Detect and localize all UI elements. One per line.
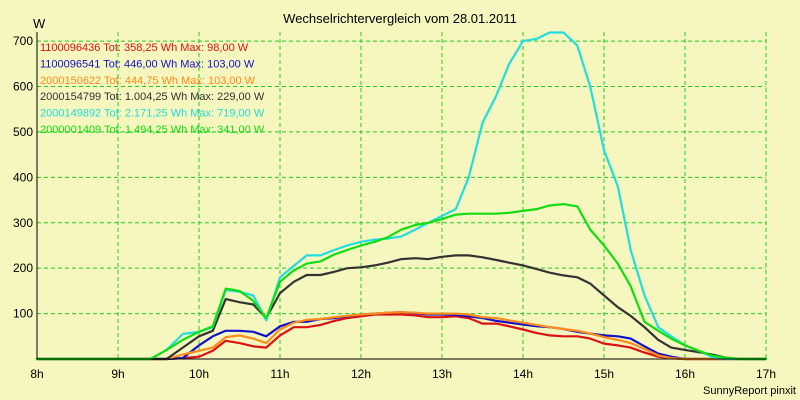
x-tick-label-16h: 16h	[675, 367, 695, 381]
y-tick-labels: 100 200 300 400 500 600 700	[13, 34, 33, 321]
y-tick-label-600: 600	[13, 80, 33, 94]
y-tick-label-500: 500	[13, 125, 33, 139]
y-tick-label-400: 400	[13, 170, 33, 184]
x-tick-labels: 8h 9h 10h 11h 12h 13h 14h 15h 16h 17h	[30, 367, 776, 381]
legend-entry-2000150622: 2000150622 Tot: 444,75 Wh Max: 103,00 W	[40, 75, 256, 87]
series-layer	[35, 31, 768, 361]
y-tick-label-300: 300	[13, 216, 33, 230]
x-tick-label-10h: 10h	[189, 367, 209, 381]
footer-credit: SunnyReport pinxit	[703, 385, 796, 397]
x-tick-label-14h: 14h	[513, 367, 533, 381]
y-tick-label-100: 100	[13, 307, 33, 321]
x-tick-label-17h: 17h	[756, 367, 776, 381]
legend-entry-2000154799: 2000154799 Tot: 1.004,25 Wh Max: 229,00 …	[40, 91, 265, 103]
legend: 1100096436 Tot: 358,25 Wh Max: 98,00 W 11…	[40, 42, 265, 136]
x-tick-label-11h: 11h	[270, 367, 289, 381]
legend-entry-2000001409: 2000001409 Tot: 1.494,25 Wh Max: 341,00 …	[40, 124, 265, 136]
legend-entry-2000149892: 2000149892 Tot: 2.171,25 Wh Max: 719,00 …	[40, 108, 265, 120]
x-tick-label-8h: 8h	[30, 367, 43, 381]
series-line-2000154799	[35, 254, 768, 361]
x-tick-label-12h: 12h	[351, 367, 371, 381]
legend-entry-1100096436: 1100096436 Tot: 358,25 Wh Max: 98,00 W	[40, 42, 249, 54]
chart-title: Wechselrichtervergleich vom 28.01.2011	[283, 11, 517, 26]
y-axis-unit-label: W	[33, 16, 46, 31]
y-tick-label-200: 200	[13, 261, 33, 275]
x-tick-label-9h: 9h	[111, 367, 124, 381]
x-tick-label-13h: 13h	[432, 367, 452, 381]
x-tick-label-15h: 15h	[594, 367, 614, 381]
series-line-2000150622	[35, 311, 768, 361]
grid-layer	[37, 32, 767, 359]
series-line-2000001409	[35, 203, 768, 361]
legend-entry-1100096541: 1100096541 Tot: 446,00 Wh Max: 103,00 W	[40, 58, 255, 70]
y-tick-label-700: 700	[13, 34, 33, 48]
